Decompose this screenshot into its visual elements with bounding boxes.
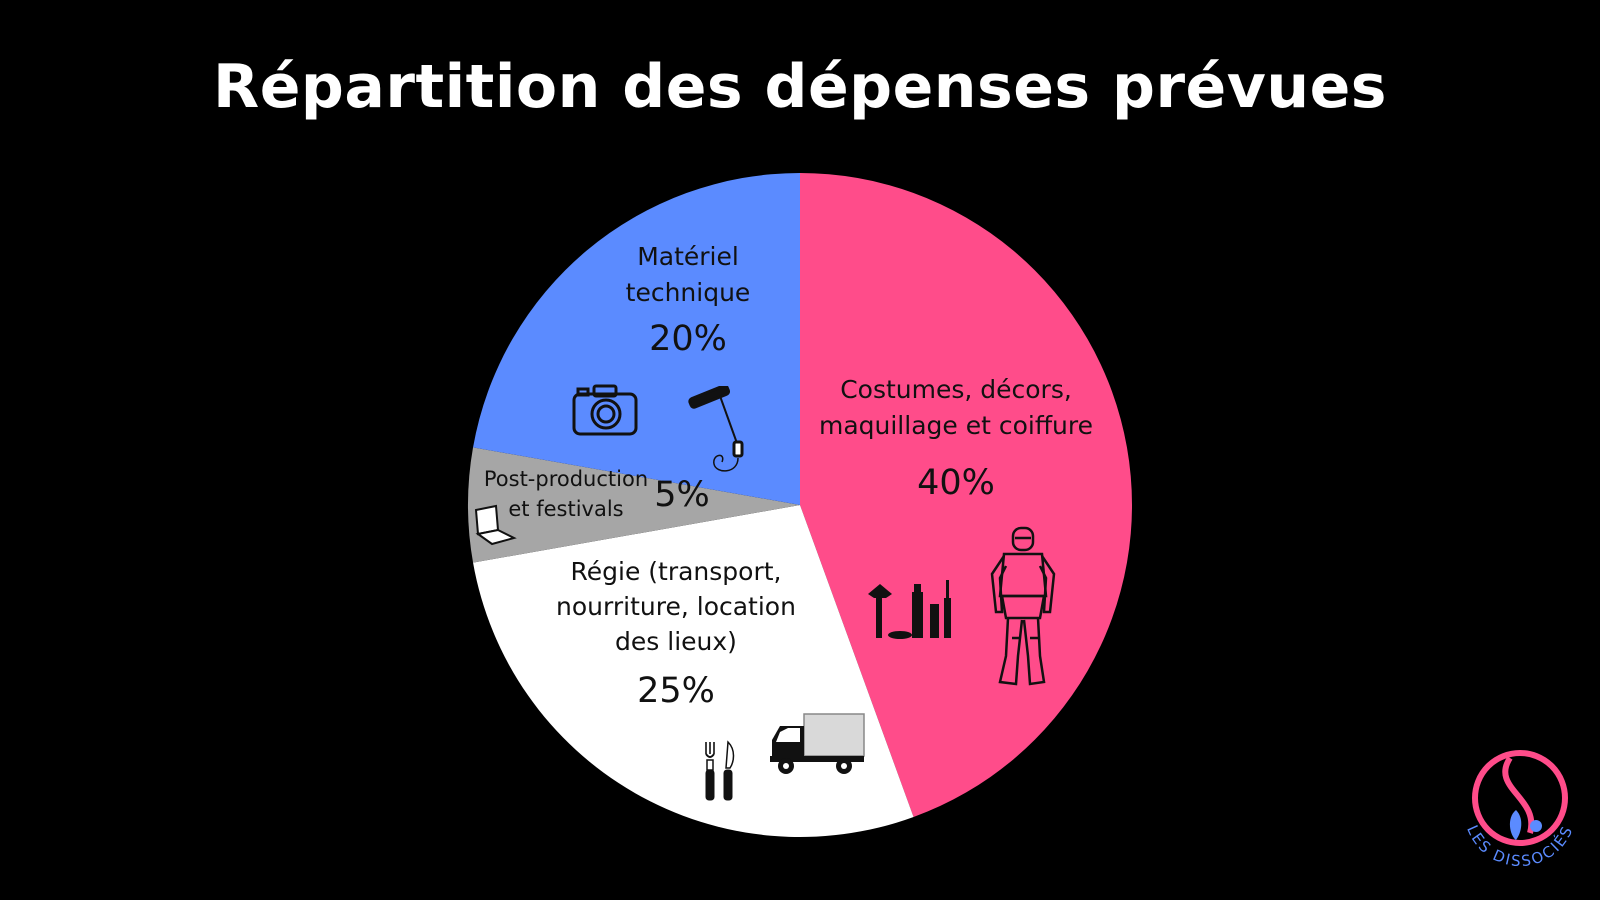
pie-slice	[473, 173, 800, 505]
knight-armor-icon	[990, 526, 1056, 686]
cutlery-icon	[705, 740, 735, 801]
camera-icon	[572, 384, 638, 436]
slice-label: technique	[626, 278, 751, 307]
slice-label: Costumes, décors,	[840, 375, 1072, 404]
pie-slice	[467, 447, 800, 563]
truck-icon	[770, 713, 865, 774]
slice-label: nourriture, location	[556, 592, 796, 621]
slice-value-label: 5%	[654, 475, 710, 515]
slice-label: Régie (transport,	[571, 557, 782, 586]
slice-label: Matériel	[637, 242, 739, 271]
boom-microphone-icon	[688, 386, 744, 472]
slice-label: des lieux)	[615, 627, 737, 656]
slice-label: maquillage et coiffure	[819, 411, 1093, 440]
makeup-icon	[868, 580, 951, 639]
pie-slice	[800, 173, 1132, 817]
slice-value-label: 20%	[649, 319, 727, 359]
chart-title: Répartition des dépenses prévues	[213, 52, 1387, 122]
slice-value-label: 25%	[637, 671, 715, 711]
slice-value-label: 40%	[917, 463, 995, 503]
slice-label: et festivals	[508, 497, 623, 521]
laptop-icon	[474, 504, 517, 546]
slice-label: Post-production	[484, 467, 648, 491]
brand-logo: LES DISSOCIÉS	[1463, 750, 1575, 870]
